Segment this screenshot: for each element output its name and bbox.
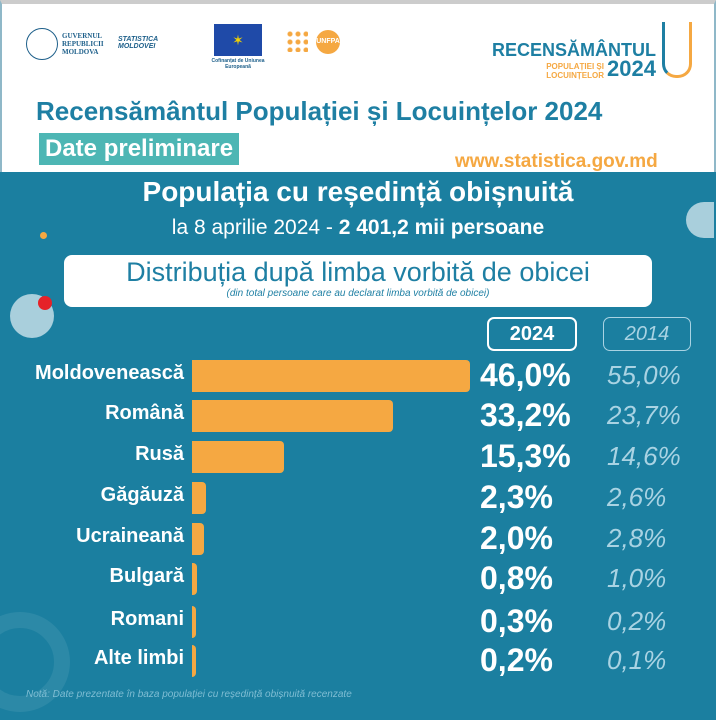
value-2024: 46,0%	[480, 357, 571, 393]
header: GUVERNUL REPUBLICII MOLDOVA STATISTICA M…	[0, 0, 716, 172]
value-2014: 2,8%	[607, 523, 667, 553]
unfpa-logo: UNFPA	[316, 30, 340, 54]
bar-2024	[192, 563, 197, 595]
value-2024: 0,8%	[480, 560, 553, 596]
value-2024: 0,3%	[480, 603, 553, 639]
bar-2024	[192, 645, 196, 677]
panel-title: Populația cu reședință obișnuită	[142, 176, 574, 207]
category-label: Alte limbi	[93, 647, 184, 669]
value-2014: 1,0%	[607, 563, 667, 593]
chart-row: Moldovenească 46,0% 55,0%	[0, 356, 716, 396]
category-label: Ucraineană	[76, 525, 184, 547]
bar-2024	[192, 523, 205, 555]
bar-2024	[192, 441, 285, 473]
chart-subtitle: (din total persoane care au declarat lim…	[226, 288, 490, 299]
unfpa-dots-icon	[286, 30, 308, 52]
chart-row: Bulgară 0,8% 1,0%	[0, 559, 716, 599]
category-label: Romani	[110, 608, 184, 630]
value-2014: 2,6%	[607, 482, 667, 512]
chart-row: Alte limbi 0,2% 0,1%	[0, 641, 716, 681]
decorative-orange-dot	[40, 232, 47, 239]
chart-panel: Populația cu reședință obișnuită la 8 ap…	[0, 172, 716, 720]
chart-row: Găgăuză 2,3% 2,6%	[0, 478, 716, 518]
bar-2024	[192, 482, 206, 514]
bar-2024	[192, 606, 196, 638]
website-link[interactable]: www.statistica.gov.md	[455, 151, 658, 172]
census-logo-year: 2024	[607, 56, 656, 81]
chart-title: Distribuția după limba vorbită de obicei	[126, 257, 590, 287]
chart-row: Romani 0,3% 0,2%	[0, 602, 716, 642]
value-2014: 55,0%	[607, 360, 681, 390]
page-title: Recensământul Populației și Locuințelor …	[36, 96, 603, 126]
value-2024: 2,0%	[480, 520, 553, 556]
value-2024: 2,3%	[480, 479, 553, 515]
chart-row: Română 33,2% 23,7%	[0, 396, 716, 436]
panel-subtitle: la 8 aprilie 2024 - 2 401,2 mii persoane	[0, 216, 716, 240]
category-label: Moldovenească	[35, 362, 184, 384]
category-label: Bulgară	[109, 565, 184, 587]
value-2014: 23,7%	[607, 400, 681, 430]
preliminary-badge: Date preliminare	[39, 133, 240, 165]
value-2014: 14,6%	[607, 441, 681, 471]
eu-caption: Cofinanțat de Uniunea Europeană	[211, 58, 265, 70]
census-logo-subtitle: POPULAȚIEI ȘI LOCUINȚELOR	[546, 62, 604, 80]
chart-row: Ucraineană 2,0% 2,8%	[0, 519, 716, 559]
category-label: Română	[105, 402, 184, 424]
date-text: la 8 aprilie 2024 -	[171, 216, 339, 239]
category-label: Rusă	[135, 443, 184, 465]
coat-of-arms-icon	[26, 28, 58, 60]
eu-flag-icon: ✶	[214, 24, 262, 56]
bar-2024	[192, 400, 393, 432]
value-2014: 0,2%	[607, 606, 667, 636]
census-logo-title: RECENSĂMÂNTUL	[492, 40, 656, 60]
statistica-logo: STATISTICA MOLDOVEI	[118, 36, 158, 50]
value-2014: 0,1%	[607, 645, 667, 675]
decorative-red-dot	[38, 296, 52, 310]
legend-2024: 2024	[487, 317, 577, 351]
census-house-icon	[662, 22, 692, 78]
gov-logo: GUVERNUL REPUBLICII MOLDOVA	[62, 32, 104, 56]
chart-row: Rusă 15,3% 14,6%	[0, 437, 716, 477]
value-2024: 33,2%	[480, 397, 571, 433]
value-2024: 0,2%	[480, 642, 553, 678]
decorative-circle-right	[686, 202, 714, 238]
value-2024: 15,3%	[480, 438, 571, 474]
legend-2014: 2014	[603, 317, 691, 351]
chart-title-box: Distribuția după limba vorbită de obicei…	[64, 255, 652, 307]
bar-2024	[192, 360, 470, 392]
footnote: Notă: Date prezentate în baza populației…	[26, 689, 352, 700]
population-total: 2 401,2 mii persoane	[338, 216, 545, 239]
category-label: Găgăuză	[100, 484, 184, 506]
